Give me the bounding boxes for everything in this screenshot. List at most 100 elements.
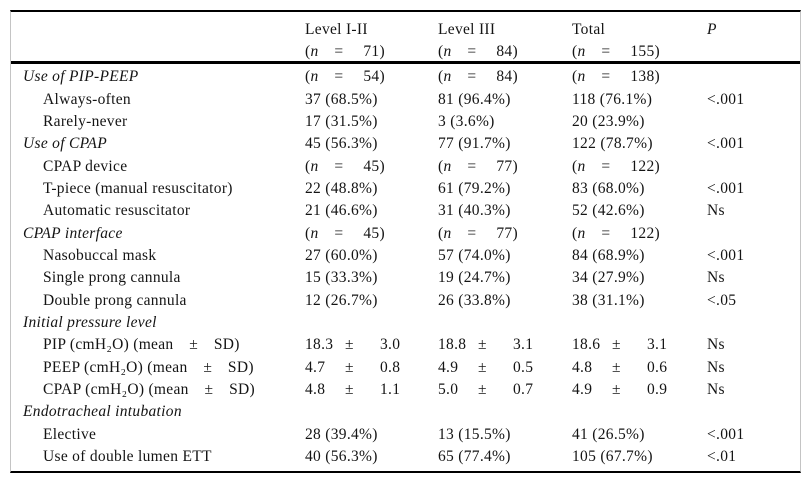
table-cell: 40 (56.3%) [305, 447, 378, 465]
table-cell: 17 (31.5%) [305, 113, 378, 131]
table-row: PEEP (cmH₂O) (mean ± SD) 4.7 ±0.8 4.9 ±0.5 4.… [11, 356, 800, 378]
header-col-total: Total (n = 155) [572, 19, 707, 63]
header-col-level-1-2: Level I-II (n = 71) [305, 19, 438, 63]
table-cell: 28 (39.4%) [305, 425, 378, 443]
row-label: Initial pressure level [23, 314, 157, 332]
table-cell: (n = 138) [572, 68, 660, 86]
table-cell: Ns [707, 381, 725, 398]
table-row: Always-often 37 (68.5%) 81 (96.4%) 118 (76.… [11, 88, 800, 110]
table-cell: <.001 [707, 180, 745, 198]
row-label: Use of CPAP [23, 135, 107, 153]
table-cell: 118 (76.1%) [572, 90, 653, 108]
row-label: CPAP interface [23, 224, 123, 242]
table-cell: 4.7 ±0.8 [305, 360, 438, 376]
table-row: PIP (cmH₂O) (mean ± SD) 18.3 ±3.0 18.8 ±3.1 1… [11, 334, 800, 356]
table-cell: (n = 77) [438, 157, 518, 175]
header-col-n: (n = 84) [438, 43, 518, 60]
header-col-title: P [707, 21, 717, 38]
value-segment: ± [612, 336, 621, 354]
table-cell: (n = 45) [305, 157, 385, 175]
table-cell: 57 (74.0%) [438, 247, 511, 265]
value-segment: 4.7 [305, 358, 326, 376]
row-label: Automatic resuscitator [43, 202, 191, 220]
table-cell: 4.8 ±0.6 [572, 360, 707, 376]
table-cell: 15 (33.3%) [305, 269, 378, 287]
header-row-label-column [11, 19, 305, 63]
table-row: Use of CPAP 45 (56.3%) 77 (91.7%) 122 (78.7… [11, 133, 800, 155]
header-col-n: (n = 155) [572, 43, 660, 60]
table-cell: 41 (26.5%) [572, 425, 645, 443]
value-segment: ± [612, 381, 621, 398]
table-cell: 27 (60.0%) [305, 247, 378, 265]
value-segment: ± [478, 381, 487, 398]
table-cell: 52 (42.6%) [572, 202, 645, 220]
row-label: PIP (cmH₂O) (mean ± SD) [43, 336, 240, 354]
row-label: Use of PIP-PEEP [23, 68, 139, 86]
value-segment: 0.7 [513, 381, 534, 398]
table-cell: Ns [707, 336, 725, 354]
header-col-p-value: P [707, 19, 800, 63]
table-cell: Ns [707, 269, 725, 287]
value-segment: 3.1 [513, 336, 534, 354]
value-segment: 5.0 [438, 381, 459, 398]
table-cell: (n = 77) [438, 224, 518, 242]
value-segment: 0.5 [513, 358, 534, 376]
value-segment: ± [478, 336, 487, 354]
header-col-title: Level I-II [305, 21, 368, 38]
table-row: CPAP interface (n = 45) (n = 77) (n = 122) [11, 222, 800, 244]
value-segment: 0.6 [647, 358, 668, 376]
table-row: Endotracheal intubation [11, 401, 800, 423]
table-row: Elective 28 (39.4%) 13 (15.5%) 41 (26.5%) <.… [11, 423, 800, 445]
table-cell: 65 (77.4%) [438, 447, 511, 465]
table-cell: 4.8 ±1.1 [305, 382, 438, 398]
row-label: CPAP (cmH₂O) (mean ± SD) [43, 381, 255, 398]
table-row: Rarely-never 17 (31.5%) 3 (3.6%) 20 (23.9%) [11, 111, 800, 133]
table-cell: Ns [707, 202, 725, 220]
table-cell: 21 (46.6%) [305, 202, 378, 220]
row-label: PEEP (cmH₂O) (mean ± SD) [43, 358, 254, 376]
value-segment: 4.9 [572, 381, 593, 398]
header-col-title: Level III [438, 21, 496, 38]
table-row: Automatic resuscitator 21 (46.6%) 31 (40.3… [11, 200, 800, 222]
table-cell: <.01 [707, 447, 737, 465]
table-cell: 22 (48.8%) [305, 180, 378, 198]
table-row: Use of double lumen ETT 40 (56.3%) 65 (77.… [11, 446, 800, 468]
table-cell: (n = 122) [572, 224, 660, 242]
value-segment: ± [345, 336, 354, 354]
table-cell: 20 (23.9%) [572, 113, 645, 131]
header-col-n: (n = 71) [305, 43, 385, 60]
table-cell: 122 (78.7%) [572, 135, 653, 153]
table-cell: 77 (91.7%) [438, 135, 511, 153]
table-row: Single prong cannula 15 (33.3%) 19 (24.7%)… [11, 267, 800, 289]
table-cell: 18.8 ±3.1 [438, 337, 572, 353]
table-cell: (n = 54) [305, 68, 385, 86]
table-row: T-piece (manual resuscitator) 22 (48.8%) 6… [11, 178, 800, 200]
row-label: Nasobuccal mask [43, 247, 157, 265]
value-segment: 4.8 [572, 358, 593, 376]
table-cell: 45 (56.3%) [305, 135, 378, 153]
value-segment: 0.9 [647, 381, 668, 398]
table-cell: <.001 [707, 425, 745, 443]
table-cell: 38 (31.1%) [572, 291, 645, 309]
table-cell: (n = 45) [305, 224, 385, 242]
table-cell: 34 (27.9%) [572, 269, 645, 287]
value-segment: ± [612, 358, 621, 376]
table-cell: 13 (15.5%) [438, 425, 511, 443]
table-row: Use of PIP-PEEP (n = 54) (n = 84) (n = 138) [11, 66, 800, 88]
table-header: Level I-II (n = 71) Level III (n = 84) T… [11, 12, 800, 64]
table-cell: 81 (96.4%) [438, 90, 511, 108]
row-label: Always-often [43, 90, 131, 108]
row-label: CPAP device [43, 157, 128, 175]
table-cell: Ns [707, 358, 725, 376]
value-segment: 3.1 [647, 336, 668, 354]
table-cell: 61 (79.2%) [438, 180, 511, 198]
table-cell: 12 (26.7%) [305, 291, 378, 309]
table-cell: 4.9 ±0.9 [572, 382, 707, 398]
table-row: Initial pressure level [11, 312, 800, 334]
table-row: CPAP (cmH₂O) (mean ± SD) 4.8 ±1.1 5.0 ±0.7 4.… [11, 379, 800, 401]
table-cell: 105 (67.7%) [572, 447, 653, 465]
value-segment: 0.8 [380, 358, 401, 376]
table-cell: 19 (24.7%) [438, 269, 511, 287]
value-segment: 4.9 [438, 358, 459, 376]
row-label: Endotracheal intubation [23, 403, 182, 421]
